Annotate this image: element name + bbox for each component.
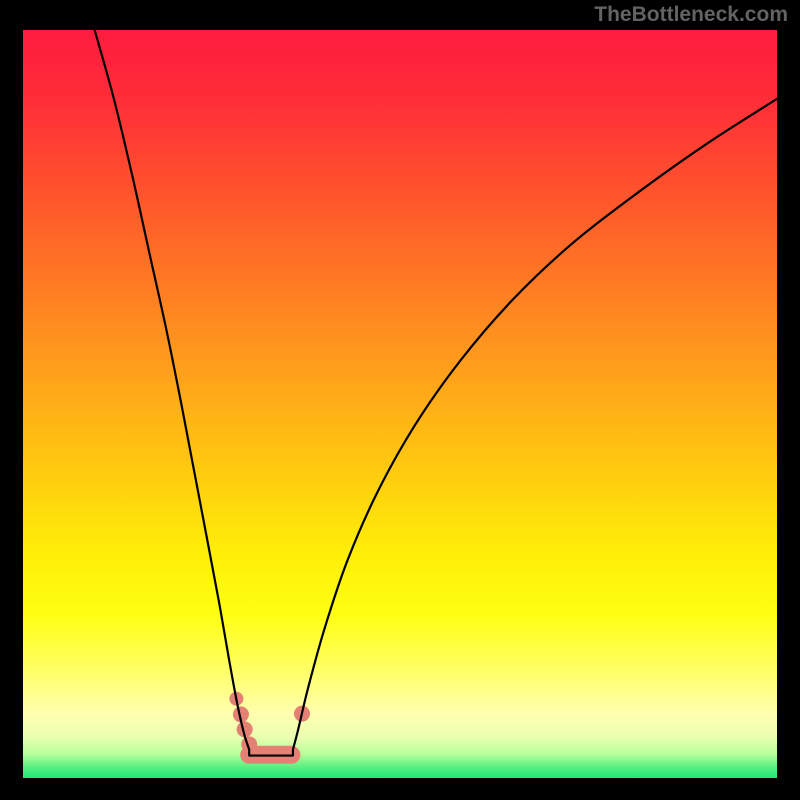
bottleneck-chart xyxy=(0,0,800,800)
chart-frame: TheBottleneck.com xyxy=(0,0,800,800)
gradient-background xyxy=(23,30,777,778)
watermark-text: TheBottleneck.com xyxy=(594,3,788,27)
